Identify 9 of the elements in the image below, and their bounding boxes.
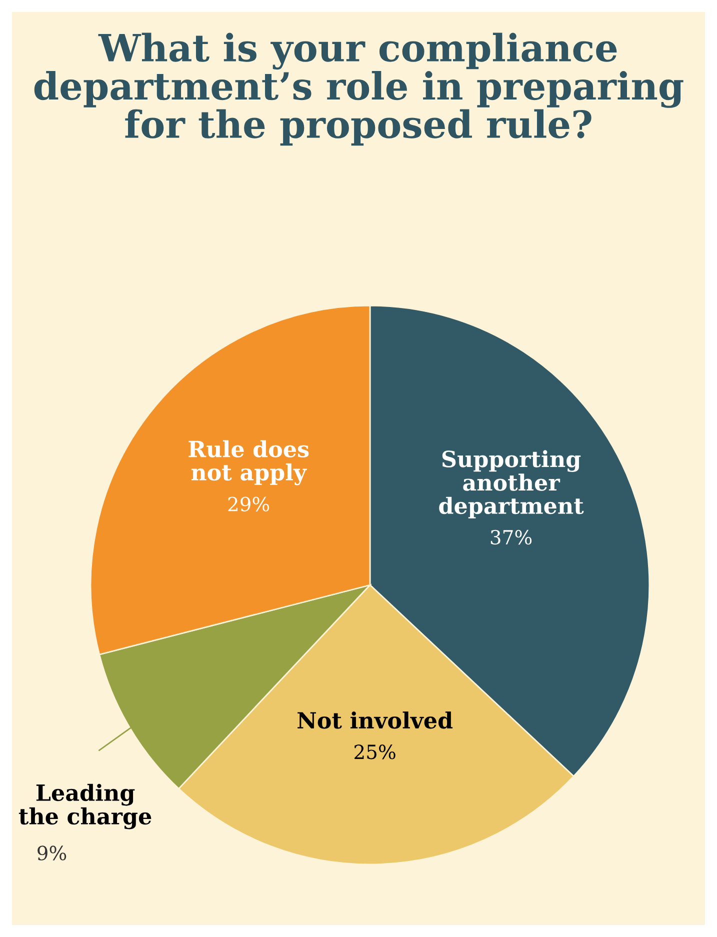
- slice-label: Not involved: [298, 712, 453, 729]
- slice-label: Leading the charge: [18, 784, 152, 830]
- slice-label: Rule does not apply: [188, 440, 309, 486]
- slice-label: Supporting another department: [439, 450, 584, 518]
- data-label: 37%: [490, 530, 532, 545]
- data-label: 29%: [228, 496, 270, 512]
- chart-title: What is your compliance department’s role in preparing for the proposed rule?: [34, 32, 684, 146]
- data-label: 9%: [38, 846, 66, 860]
- data-label: 25%: [354, 744, 396, 760]
